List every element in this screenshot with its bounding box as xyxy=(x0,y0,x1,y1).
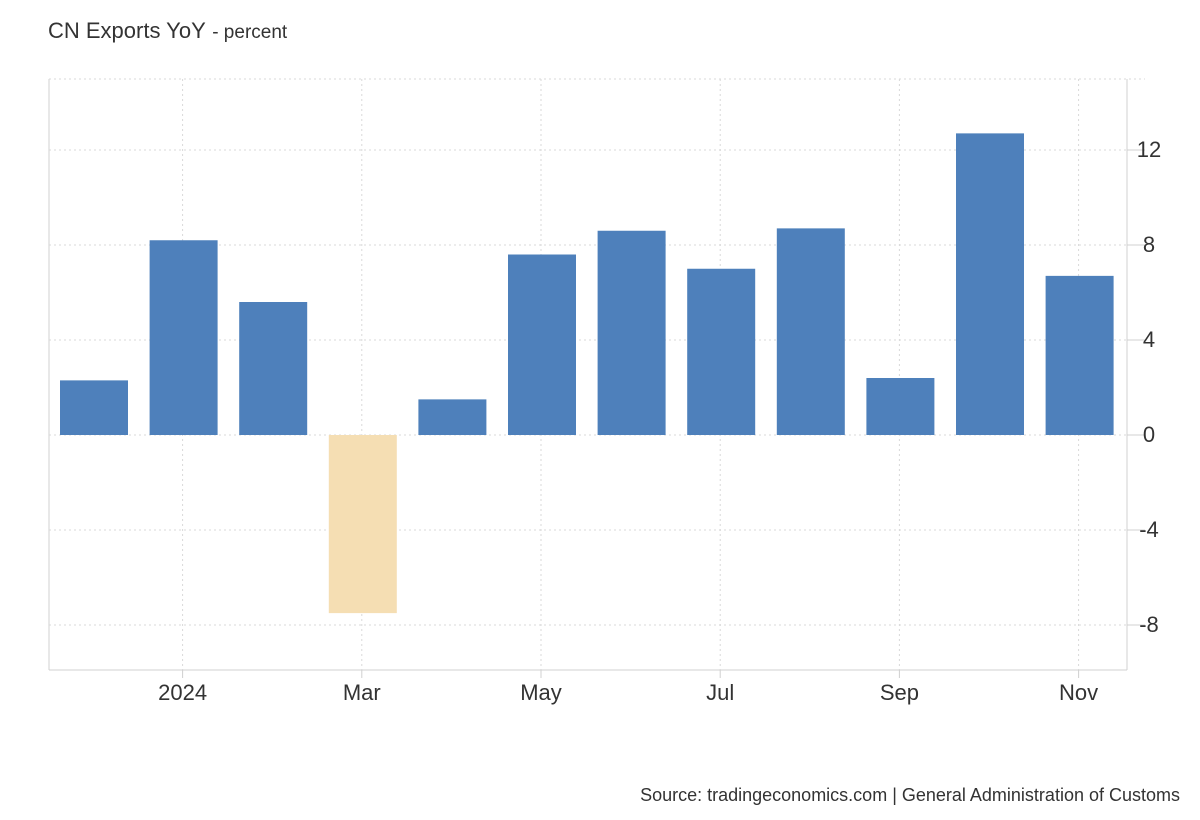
y-tick-label: 8 xyxy=(1143,232,1155,257)
bar-2024-04 xyxy=(418,399,487,435)
chart-unit: - percent xyxy=(212,22,288,43)
bar-2024-05 xyxy=(508,254,576,435)
bar-2024-03 xyxy=(328,435,397,614)
x-tick-label: Nov xyxy=(1059,680,1098,705)
x-tick-label: May xyxy=(520,680,562,705)
y-tick-label: 4 xyxy=(1143,327,1155,352)
y-tick-label: -4 xyxy=(1139,517,1159,542)
bar-2024-07 xyxy=(687,268,756,435)
x-tick-label: Sep xyxy=(880,680,919,705)
bar-2024-10 xyxy=(956,133,1024,435)
bar-2024-02 xyxy=(239,302,308,435)
x-tick-label: Jul xyxy=(706,680,734,705)
bar-2024-11 xyxy=(1045,275,1114,435)
bar-2023-12 xyxy=(60,380,128,435)
y-tick-label: 0 xyxy=(1143,422,1155,447)
chart-title: CN Exports YoY xyxy=(48,18,206,43)
bar-2024-09 xyxy=(866,378,935,435)
chart-header: CN Exports YoY - percent xyxy=(48,18,287,44)
source-attribution: Source: tradingeconomics.com | General A… xyxy=(640,785,1180,805)
y-tick-label: -8 xyxy=(1139,612,1159,637)
x-tick-label: 2024 xyxy=(158,680,207,705)
bar-2024-08 xyxy=(776,228,845,435)
y-tick-label: 12 xyxy=(1137,137,1161,162)
x-tick-label: Mar xyxy=(343,680,381,705)
bar-2024-06 xyxy=(597,230,666,435)
bar-chart: 12 8 4 0 -4 -8 2024 Mar May Jul Sep Nov xyxy=(48,78,1161,705)
bar-2024-01 xyxy=(149,240,218,435)
